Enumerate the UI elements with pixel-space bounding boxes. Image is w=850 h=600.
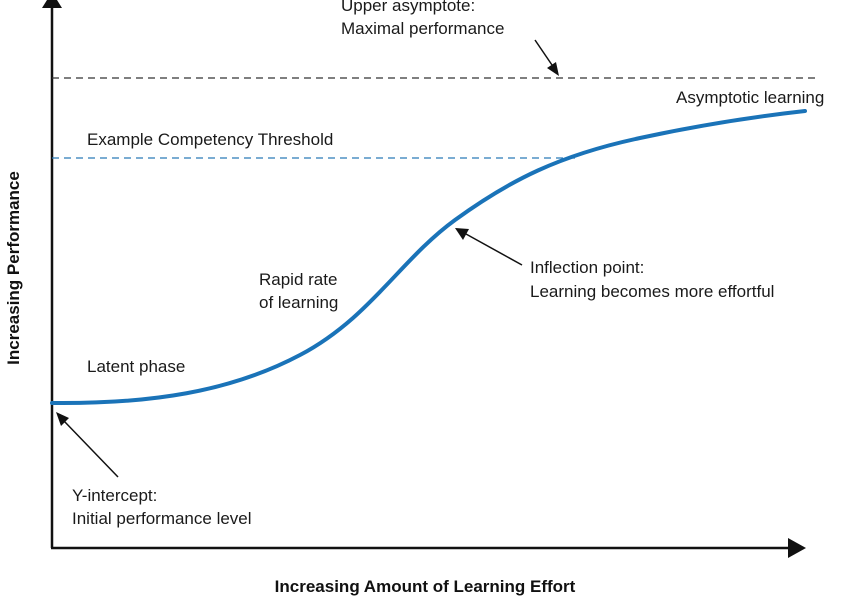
inflection-arrow	[465, 233, 523, 266]
inflection-point-label-line1: Inflection point:	[530, 258, 645, 277]
upper-asymptote-label-line1: Upper asymptote:	[341, 0, 476, 15]
y-intercept-label-line2: Initial performance level	[72, 509, 252, 528]
rapid-learning-label-line2: of learning	[259, 293, 339, 312]
x-axis-title: Increasing Amount of Learning Effort	[274, 577, 576, 596]
upper-asymptote-arrow	[534, 39, 553, 66]
rapid-learning-label-line1: Rapid rate	[259, 270, 338, 289]
y-intercept-label-line1: Y-intercept:	[72, 486, 158, 505]
competency-threshold-label: Example Competency Threshold	[87, 130, 334, 149]
upper-asymptote-label-line2: Maximal performance	[341, 19, 505, 38]
y-intercept-arrowhead	[56, 412, 69, 426]
y-intercept-arrow	[63, 420, 119, 478]
x-axis-arrowhead	[788, 538, 806, 558]
y-axis-title: Increasing Performance	[4, 171, 23, 365]
inflection-arrowhead	[455, 228, 469, 240]
inflection-point-label-line2: Learning becomes more effortful	[530, 282, 775, 301]
y-axis-arrowhead	[42, 0, 62, 8]
learning-curve	[50, 109, 807, 406]
asymptotic-learning-label: Asymptotic learning	[676, 88, 825, 107]
latent-phase-label: Latent phase	[87, 357, 186, 376]
upper-asymptote-arrowhead	[547, 62, 559, 76]
